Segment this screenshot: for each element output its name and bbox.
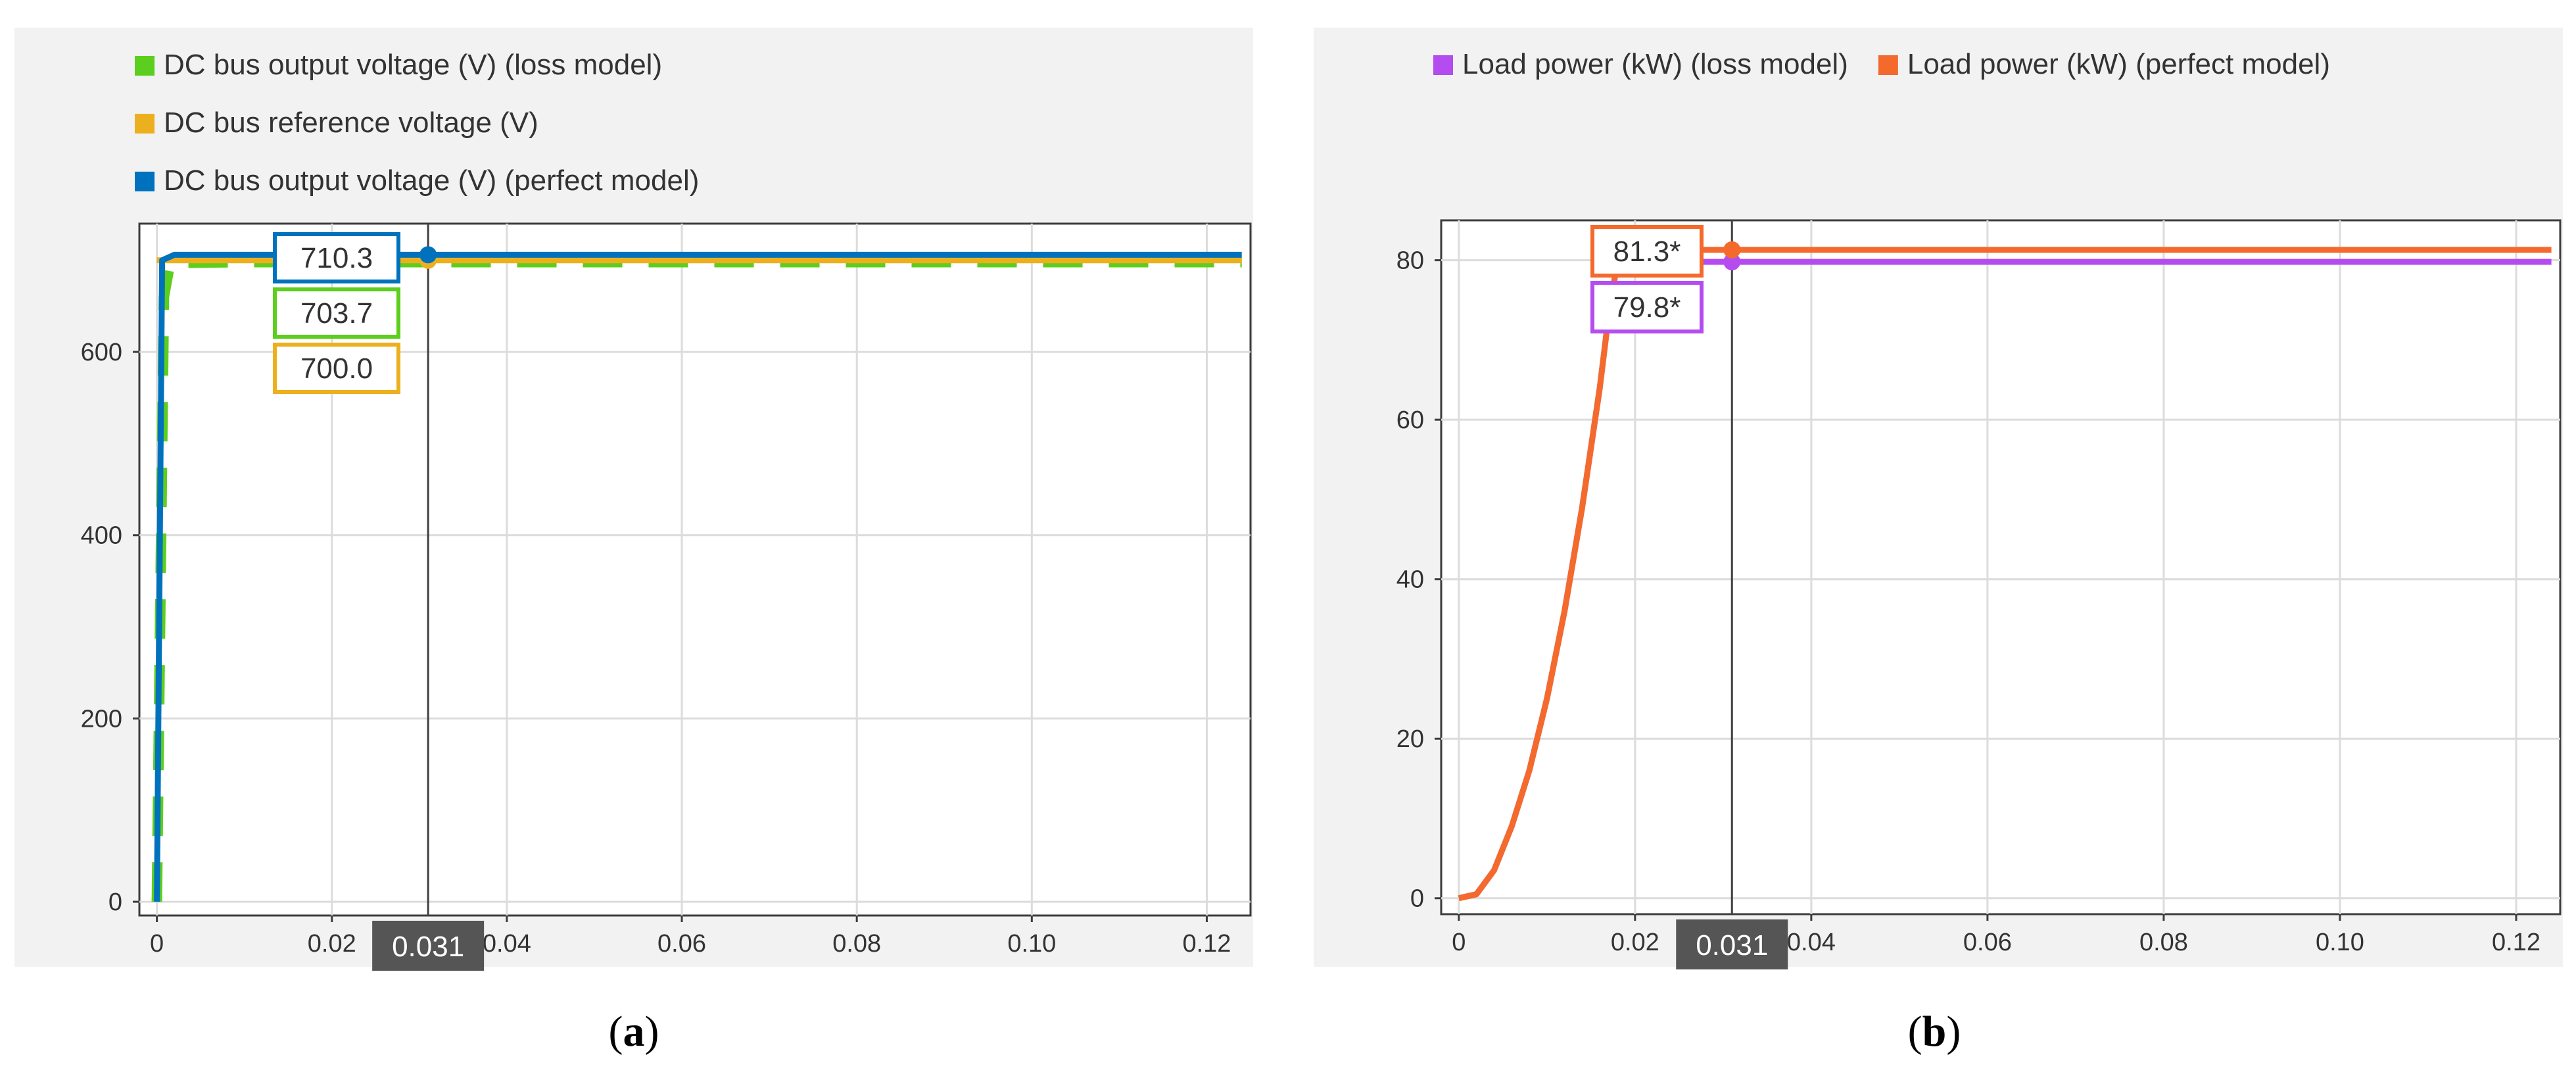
x-tick-label: 0 — [150, 930, 164, 958]
caption-b: (b) — [1908, 1008, 1961, 1056]
caption-a: (a) — [609, 1008, 659, 1056]
y-ticks-b: 0 20 40 60 80 — [1396, 247, 1441, 913]
x-tick-label: 0.12 — [1182, 930, 1231, 958]
legend-swatch[interactable] — [135, 114, 155, 134]
y-tick-label: 20 — [1396, 725, 1424, 753]
cursor-marker — [419, 246, 437, 264]
value-box — [1590, 281, 1704, 333]
x-tick-label: 0.08 — [832, 930, 881, 958]
x-tick-label: 0.08 — [2139, 929, 2188, 956]
panel-a: DC bus output voltage (V) (loss model) DC… — [14, 28, 1253, 1056]
x-tick-label: 0.04 — [483, 930, 531, 958]
value-label: 703.7 — [300, 297, 373, 330]
legend-label[interactable]: DC bus reference voltage (V) — [164, 107, 538, 139]
series-line-3 — [154, 251, 1242, 902]
y-tick-label: 60 — [1396, 406, 1424, 434]
cursor-x-value: 0.031 — [392, 931, 464, 963]
cursor-a[interactable]: 0.031 — [372, 224, 485, 971]
cursor-marker — [1723, 253, 1741, 271]
value-label: 81.3* — [1613, 235, 1681, 268]
x-tick-label: 0.06 — [657, 930, 706, 958]
x-tick-label: 0.04 — [1787, 929, 1836, 956]
value-label: 710.3 — [300, 242, 373, 274]
x-tick-label: 0.10 — [2316, 929, 2364, 956]
x-tick-label: 0 — [1452, 929, 1466, 956]
x-tick-label: 0.02 — [308, 930, 356, 958]
value-box — [273, 343, 400, 394]
legend-a: DC bus output voltage (V) (loss model) DC… — [135, 49, 699, 197]
annotations-b: 81.3* 79.8* — [1590, 225, 1704, 333]
y-tick-label: 0 — [1410, 885, 1424, 913]
value-box — [273, 287, 400, 339]
value-label: 700.0 — [300, 353, 373, 385]
y-tick-label: 200 — [81, 705, 122, 733]
legend-label[interactable]: Load power (kW) (loss model) — [1462, 48, 1848, 80]
cursor-x-badge[interactable] — [372, 921, 485, 971]
value-box — [1590, 225, 1704, 278]
legend-swatch[interactable] — [135, 56, 155, 76]
legend-swatch[interactable] — [135, 172, 155, 191]
legend-swatch[interactable] — [1878, 55, 1898, 75]
y-tick-label: 0 — [108, 889, 122, 916]
panel-b: Load power (kW) (loss model) Load power (… — [1314, 28, 2563, 1056]
x-tick-label: 0.02 — [1611, 929, 1659, 956]
legend-label[interactable]: DC bus output voltage (V) (perfect model… — [164, 164, 699, 197]
cursor-x-value: 0.031 — [1696, 929, 1768, 962]
value-box — [273, 232, 400, 283]
x-ticks-a: 0 0.02 0.04 0.06 0.08 0.10 0.12 — [150, 915, 1231, 958]
x-tick-label: 0.06 — [1963, 929, 2012, 956]
x-tick-label: 0.10 — [1007, 930, 1056, 958]
y-tick-label: 40 — [1396, 566, 1424, 594]
caption-a-letter: a — [623, 1008, 645, 1056]
value-label: 79.8* — [1613, 291, 1681, 324]
plot-area-a — [138, 222, 1252, 917]
y-tick-label: 80 — [1396, 247, 1424, 275]
plot-area-b — [1440, 219, 2562, 915]
cursor-marker — [1723, 241, 1741, 258]
y-ticks-a: 0 200 400 600 — [81, 339, 139, 916]
legend-swatch[interactable] — [1433, 55, 1453, 75]
cursor-x-badge[interactable] — [1676, 919, 1788, 969]
cursor-b[interactable]: 0.031 — [1676, 220, 1788, 969]
annotations-a: 710.3 703.7 700.0 — [273, 232, 400, 394]
y-tick-label: 400 — [81, 522, 122, 550]
legend-label[interactable]: DC bus output voltage (V) (loss model) — [164, 49, 662, 81]
y-tick-label: 600 — [81, 339, 122, 366]
x-tick-label: 0.12 — [2492, 929, 2540, 956]
x-ticks-b: 0 0.02 0.04 0.06 0.08 0.10 0.12 — [1452, 914, 2540, 956]
legend-label[interactable]: Load power (kW) (perfect model) — [1907, 48, 2330, 80]
legend-b: Load power (kW) (loss model) Load power (… — [1433, 48, 2330, 80]
caption-b-letter: b — [1922, 1008, 1947, 1056]
